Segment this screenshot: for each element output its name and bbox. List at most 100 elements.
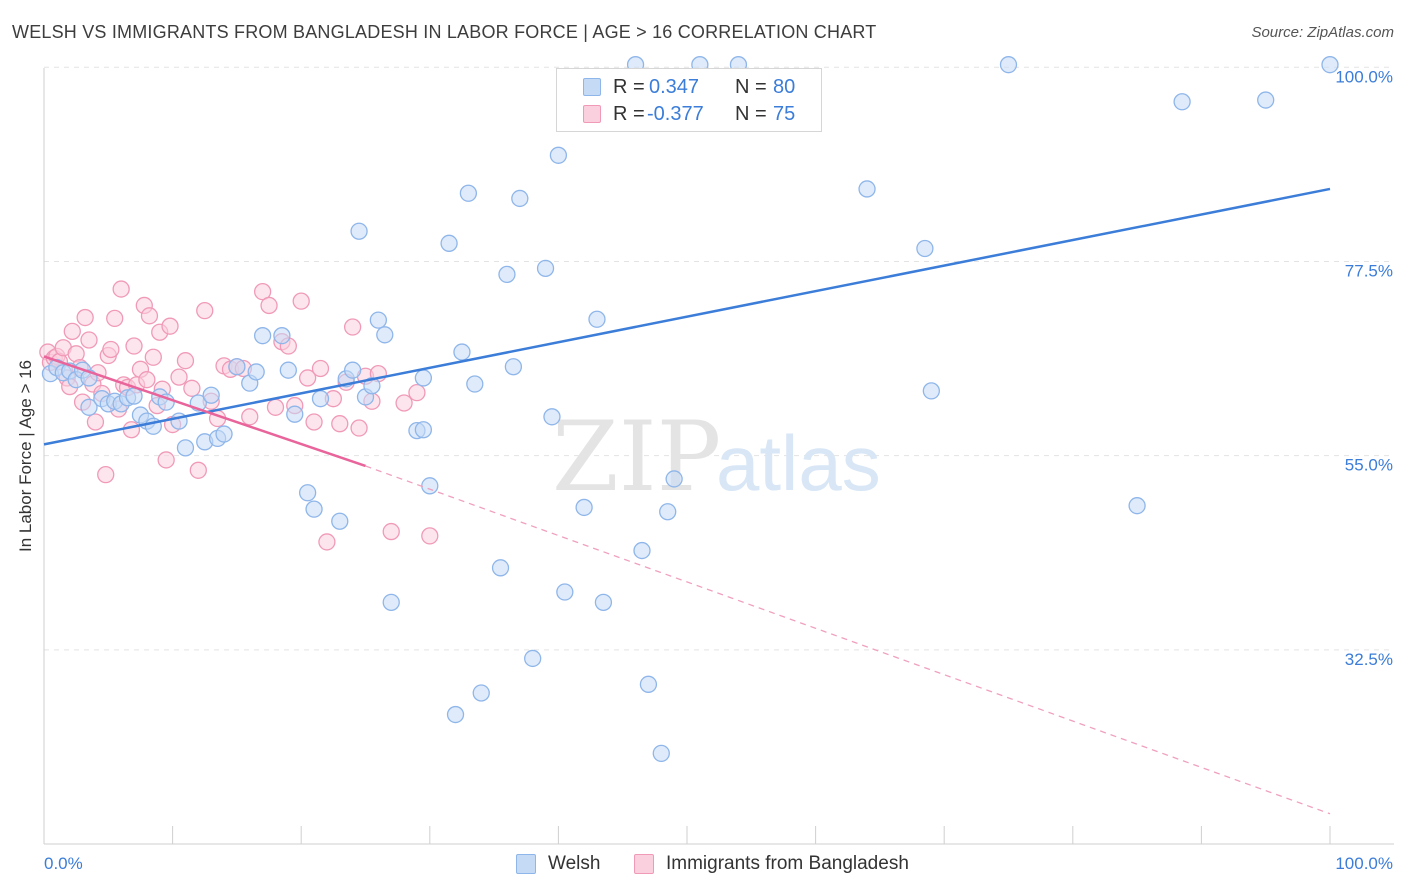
bangladesh-point	[176, 352, 195, 370]
welsh-point	[305, 500, 323, 518]
stats-legend: R = 0.347 N = 80 R = -0.377 N = 75	[556, 68, 822, 132]
grid-lines	[44, 66, 1394, 651]
bangladesh-point	[76, 308, 94, 327]
bangladesh-point	[318, 533, 336, 551]
r-value-bangladesh: -0.377	[647, 103, 704, 125]
welsh-point	[446, 705, 465, 724]
bangladesh-point	[298, 369, 317, 387]
bangladesh-point	[86, 413, 105, 431]
welsh-point	[639, 675, 658, 693]
welsh-point	[536, 259, 555, 278]
welsh-swatch	[583, 78, 601, 96]
bangladesh-point	[350, 419, 368, 437]
welsh-point	[472, 684, 490, 702]
bangladesh-point	[343, 318, 362, 336]
welsh-point	[1128, 497, 1146, 515]
welsh-point	[376, 326, 394, 344]
bangladesh-point	[157, 451, 175, 469]
welsh-point	[286, 405, 304, 423]
y-tick-label: 100.0%	[1335, 67, 1393, 86]
watermark: ZIP atlas	[552, 401, 881, 513]
r-value-welsh: 0.347	[649, 76, 700, 98]
welsh-point	[922, 382, 940, 400]
bangladesh-point	[382, 522, 400, 541]
bangladesh-point	[102, 340, 120, 359]
welsh-point	[999, 56, 1018, 74]
welsh-point	[202, 386, 220, 404]
welsh-legend-label: Welsh	[548, 853, 601, 874]
welsh-point	[279, 361, 297, 379]
y-tick-label: 77.5%	[1345, 261, 1393, 280]
bangladesh-point	[311, 359, 330, 378]
welsh-point	[343, 361, 362, 379]
watermark-atlas: atlas	[716, 419, 881, 507]
bangladesh-point	[138, 371, 156, 389]
welsh-trend-line	[43, 187, 1331, 446]
watermark-zip: ZIP	[552, 401, 721, 513]
welsh-point	[633, 541, 651, 560]
n-value-bangladesh: 75	[773, 103, 796, 125]
n-value-welsh: 80	[773, 76, 796, 98]
welsh-point	[504, 358, 523, 376]
bangladesh-trend-line	[43, 355, 366, 468]
bangladesh-point	[266, 398, 285, 416]
welsh-point	[491, 559, 510, 577]
series-welsh-points	[41, 56, 1339, 763]
chart-title: WELSH VS IMMIGRANTS FROM BANGLADESH IN L…	[12, 22, 877, 42]
bangladesh-point	[305, 413, 323, 431]
bangladesh-point	[144, 348, 162, 366]
bangladesh-point	[189, 461, 207, 479]
bangladesh-point	[112, 280, 130, 298]
bangladesh-point	[196, 301, 214, 320]
trend-lines	[43, 187, 1331, 815]
welsh-point	[575, 498, 593, 517]
welsh-point	[858, 180, 876, 198]
bangladesh-point	[140, 307, 159, 325]
welsh-point	[414, 369, 433, 387]
welsh-point	[125, 387, 143, 405]
welsh-point	[440, 234, 458, 252]
welsh-point	[421, 477, 439, 495]
welsh-point	[331, 512, 349, 530]
bangladesh-point	[253, 283, 272, 301]
bangladesh-point	[241, 408, 259, 426]
welsh-point	[382, 593, 400, 611]
source-label: Source: ZipAtlas.com	[1251, 24, 1394, 41]
welsh-point	[369, 311, 388, 329]
welsh-legend-swatch	[516, 854, 536, 874]
welsh-point	[543, 408, 561, 426]
bangladesh-point	[63, 322, 81, 341]
bangladesh-point	[421, 527, 439, 545]
welsh-point	[549, 146, 568, 164]
tick-labels: 32.5% 55.0% 77.5% 100.0% 0.0% 100.0%	[44, 67, 1393, 873]
bangladesh-point	[80, 331, 98, 349]
bangladesh-point	[161, 317, 179, 335]
welsh-point	[363, 377, 381, 395]
welsh-point	[1173, 93, 1191, 111]
welsh-point	[311, 390, 330, 408]
bangladesh-point	[408, 383, 426, 402]
bangladesh-point	[292, 292, 310, 310]
r-label: R =	[613, 103, 645, 125]
bangladesh-point	[170, 368, 188, 386]
x-tick-label: 100.0%	[1335, 854, 1393, 873]
bangladesh-point	[260, 296, 278, 315]
welsh-point	[659, 503, 677, 521]
x-tick-label: 0.0%	[44, 854, 83, 873]
y-axis-label: In Labor Force | Age > 16	[16, 360, 35, 553]
welsh-point	[414, 421, 433, 439]
n-label: N =	[735, 76, 767, 98]
bangladesh-point	[395, 394, 413, 412]
n-label: N =	[735, 103, 767, 125]
welsh-point	[228, 358, 246, 376]
welsh-point	[1257, 91, 1275, 109]
welsh-point	[253, 327, 272, 345]
welsh-point	[1321, 56, 1339, 74]
welsh-point	[459, 184, 478, 202]
bangladesh-point	[97, 465, 115, 484]
axes	[43, 68, 1394, 845]
welsh-point	[594, 593, 613, 611]
welsh-point	[652, 744, 670, 763]
welsh-point	[498, 265, 516, 284]
